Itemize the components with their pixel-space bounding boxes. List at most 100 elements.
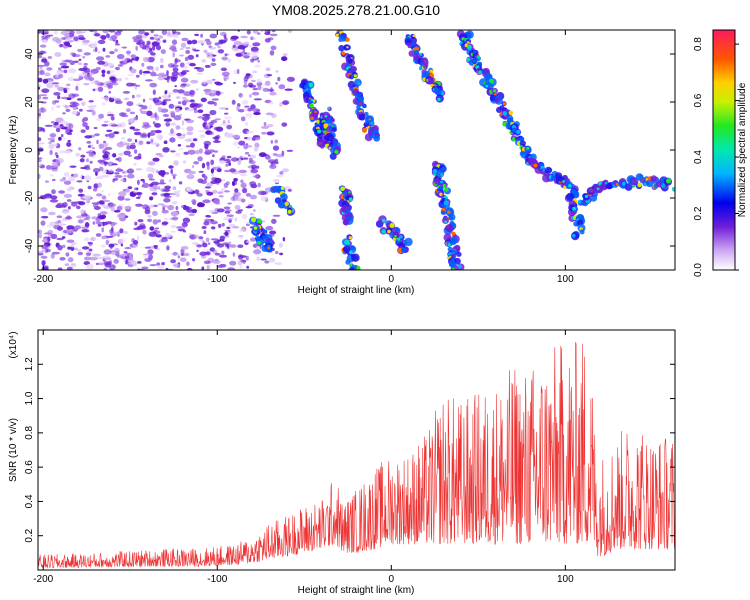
noise-speckle bbox=[64, 59, 70, 63]
noise-speckle bbox=[264, 30, 270, 33]
noise-speckle bbox=[239, 264, 243, 270]
noise-speckle bbox=[63, 193, 73, 198]
noise-speckle bbox=[203, 221, 210, 226]
noise-speckle bbox=[101, 236, 107, 240]
noise-speckle bbox=[256, 32, 261, 35]
noise-speckle bbox=[60, 134, 64, 138]
noise-speckle bbox=[38, 233, 42, 239]
noise-speckle bbox=[174, 57, 178, 63]
noise-speckle bbox=[125, 188, 130, 193]
noise-speckle bbox=[227, 267, 236, 270]
noise-speckle bbox=[101, 244, 106, 248]
noise-speckle bbox=[215, 90, 221, 96]
noise-speckle bbox=[120, 256, 128, 260]
track-blob bbox=[331, 127, 337, 133]
noise-speckle bbox=[97, 39, 106, 45]
track-blob bbox=[347, 58, 353, 64]
noise-speckle bbox=[66, 199, 72, 202]
noise-speckle bbox=[41, 58, 48, 63]
noise-speckle bbox=[97, 60, 106, 65]
track-core bbox=[444, 220, 447, 224]
noise-speckle bbox=[155, 152, 162, 156]
noise-speckle bbox=[80, 129, 86, 134]
noise-speckle bbox=[197, 178, 204, 184]
noise-speckle bbox=[157, 182, 167, 185]
noise-speckle bbox=[185, 50, 191, 54]
track-core bbox=[348, 197, 353, 202]
track-core bbox=[439, 192, 443, 196]
noise-speckle bbox=[40, 220, 46, 226]
noise-speckle bbox=[240, 198, 246, 203]
track-blob bbox=[630, 177, 639, 186]
noise-speckle bbox=[245, 112, 253, 118]
noise-speckle bbox=[85, 125, 90, 130]
track-core bbox=[516, 129, 521, 134]
noise-speckle bbox=[262, 87, 270, 92]
noise-speckle bbox=[84, 166, 91, 171]
noise-speckle bbox=[101, 124, 109, 127]
track-core bbox=[562, 180, 565, 183]
noise-speckle bbox=[131, 238, 136, 243]
noise-speckle bbox=[176, 132, 182, 137]
noise-speckle bbox=[123, 174, 127, 178]
track-core bbox=[469, 48, 472, 51]
noise-speckle bbox=[134, 149, 138, 154]
noise-speckle bbox=[257, 182, 261, 188]
noise-speckle bbox=[159, 179, 165, 184]
noise-speckle bbox=[97, 223, 102, 227]
track-core bbox=[448, 243, 451, 247]
track-blob bbox=[456, 251, 462, 257]
noise-speckle bbox=[146, 141, 151, 145]
noise-speckle bbox=[197, 40, 206, 44]
track-core bbox=[550, 175, 556, 181]
noise-speckle bbox=[57, 267, 63, 270]
noise-speckle bbox=[83, 62, 88, 66]
noise-speckle bbox=[71, 229, 74, 234]
noise-speckle bbox=[40, 207, 48, 213]
noise-speckle bbox=[202, 116, 208, 121]
x-tick-label: 0 bbox=[389, 274, 395, 285]
noise-speckle bbox=[64, 41, 71, 47]
noise-speckle bbox=[175, 107, 180, 113]
noise-speckle bbox=[276, 174, 284, 178]
noise-speckle bbox=[95, 176, 104, 180]
noise-speckle bbox=[68, 123, 74, 129]
noise-speckle bbox=[194, 150, 199, 155]
noise-speckle bbox=[237, 260, 243, 266]
track-core bbox=[344, 239, 350, 245]
noise-speckle bbox=[115, 66, 120, 71]
noise-speckle bbox=[63, 69, 68, 74]
noise-speckle bbox=[256, 78, 262, 84]
noise-speckle bbox=[141, 134, 147, 137]
noise-speckle bbox=[49, 149, 53, 156]
noise-speckle bbox=[223, 34, 227, 38]
noise-speckle bbox=[104, 146, 113, 151]
noise-speckle bbox=[243, 41, 250, 46]
noise-speckle bbox=[269, 164, 277, 169]
noise-speckle bbox=[201, 225, 207, 230]
noise-speckle bbox=[53, 92, 61, 96]
noise-speckle bbox=[151, 168, 155, 174]
noise-speckle bbox=[110, 206, 115, 212]
noise-speckle bbox=[42, 39, 48, 44]
noise-speckle bbox=[223, 217, 229, 221]
track-core bbox=[348, 191, 351, 194]
noise-speckle bbox=[189, 99, 195, 103]
noise-speckle bbox=[114, 247, 120, 254]
noise-speckle bbox=[77, 219, 84, 224]
track-blob bbox=[422, 59, 429, 66]
noise-speckle bbox=[76, 98, 83, 101]
noise-speckle bbox=[137, 179, 140, 185]
noise-speckle bbox=[68, 68, 76, 74]
noise-speckle bbox=[41, 88, 50, 93]
noise-speckle bbox=[123, 142, 131, 146]
noise-speckle bbox=[243, 84, 248, 88]
noise-speckle bbox=[214, 118, 222, 121]
noise-speckle bbox=[148, 178, 155, 181]
noise-speckle bbox=[49, 174, 54, 177]
noise-speckle bbox=[224, 112, 229, 115]
noise-speckle bbox=[160, 193, 166, 197]
noise-speckle bbox=[99, 35, 106, 39]
track-core bbox=[349, 263, 353, 267]
